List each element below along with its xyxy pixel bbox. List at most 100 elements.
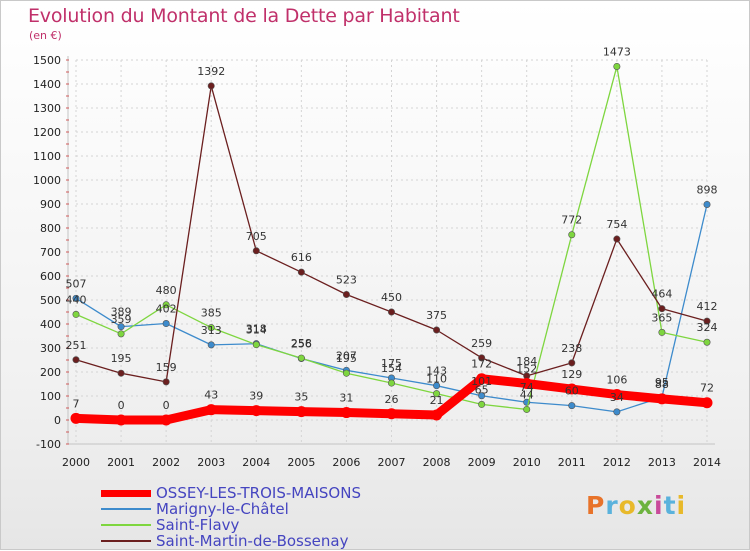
y-tick-label: 0 xyxy=(54,414,61,427)
y-tick-label: 1000 xyxy=(33,174,61,187)
y-tick-label: -100 xyxy=(36,438,61,451)
x-tick-label: 2001 xyxy=(107,456,135,469)
data-label: 259 xyxy=(471,337,492,350)
data-label: 0 xyxy=(163,399,170,412)
data-point-ossey-les-trois-maisons xyxy=(431,409,443,421)
data-label: 7 xyxy=(73,397,80,410)
legend-swatch xyxy=(101,540,151,542)
data-point-saint-flavy xyxy=(387,379,395,387)
data-point-saint-martin-de-bossenay xyxy=(703,317,711,325)
chart-title: Evolution du Montant de la Dette par Hab… xyxy=(28,5,460,27)
y-tick-label: 400 xyxy=(40,318,61,331)
data-label: 184 xyxy=(516,355,537,368)
data-label: 324 xyxy=(697,321,718,334)
legend-label: Saint-Martin-de-Bossenay xyxy=(156,532,349,550)
data-label: 95 xyxy=(655,376,669,389)
data-label: 450 xyxy=(381,291,402,304)
data-point-marigny-le-chatel xyxy=(703,200,711,208)
data-label: 35 xyxy=(294,391,308,404)
data-label: 65 xyxy=(475,383,489,396)
y-tick-label: 1500 xyxy=(33,54,61,67)
x-tick-label: 2004 xyxy=(242,456,270,469)
data-point-ossey-les-trois-maisons xyxy=(566,383,578,395)
data-label: 898 xyxy=(697,183,718,196)
data-point-saint-flavy xyxy=(568,231,576,239)
data-point-marigny-le-chatel xyxy=(568,402,576,410)
data-label: 365 xyxy=(651,311,672,324)
data-label: 152 xyxy=(516,363,537,376)
data-label: 106 xyxy=(606,374,627,387)
data-label: 172 xyxy=(471,358,492,371)
data-label: 60 xyxy=(565,385,579,398)
data-label: 375 xyxy=(426,309,447,322)
logo-letter: i xyxy=(654,491,664,520)
data-point-saint-martin-de-bossenay xyxy=(297,268,305,276)
x-tick-label: 2009 xyxy=(468,456,496,469)
data-point-ossey-les-trois-maisons xyxy=(250,405,262,417)
data-point-marigny-le-chatel xyxy=(162,320,170,328)
data-point-saint-martin-de-bossenay xyxy=(207,82,215,90)
data-label: 74 xyxy=(520,381,534,394)
y-tick-label: 1400 xyxy=(33,78,61,91)
data-point-saint-martin-de-bossenay xyxy=(613,235,621,243)
data-label: 412 xyxy=(697,300,718,313)
legend-swatch xyxy=(101,524,151,526)
x-tick-label: 2000 xyxy=(62,456,90,469)
data-label: 616 xyxy=(291,251,312,264)
data-point-marigny-le-chatel xyxy=(433,382,441,390)
data-point-saint-martin-de-bossenay xyxy=(342,290,350,298)
data-label: 389 xyxy=(111,306,132,319)
data-point-saint-flavy xyxy=(162,301,170,309)
data-label: 44 xyxy=(520,388,534,401)
x-tick-label: 2014 xyxy=(693,456,721,469)
data-label: 43 xyxy=(204,389,218,402)
data-point-saint-flavy xyxy=(523,405,531,413)
data-label: 34 xyxy=(610,391,624,404)
data-label: 256 xyxy=(291,338,312,351)
data-point-saint-martin-de-bossenay xyxy=(117,369,125,377)
data-point-ossey-les-trois-maisons xyxy=(70,412,82,424)
data-point-saint-flavy xyxy=(72,310,80,318)
data-label: 207 xyxy=(336,349,357,362)
data-label: 1392 xyxy=(197,65,225,78)
y-tick-label: 600 xyxy=(40,270,61,283)
data-label: 402 xyxy=(156,303,177,316)
y-unit-label: (en €) xyxy=(29,29,62,42)
y-tick-label: 800 xyxy=(40,222,61,235)
y-tick-label: 100 xyxy=(40,390,61,403)
data-point-saint-martin-de-bossenay xyxy=(252,247,260,255)
data-point-saint-flavy xyxy=(658,328,666,336)
x-tick-label: 2005 xyxy=(287,456,315,469)
data-point-saint-flavy xyxy=(613,62,621,70)
x-tick-label: 2003 xyxy=(197,456,225,469)
y-tick-label: 1200 xyxy=(33,126,61,139)
data-point-ossey-les-trois-maisons xyxy=(476,373,488,385)
data-point-ossey-les-trois-maisons xyxy=(611,389,623,401)
x-tick-label: 2006 xyxy=(332,456,360,469)
data-point-marigny-le-chatel xyxy=(478,392,486,400)
data-label: 385 xyxy=(201,307,222,320)
data-point-saint-flavy xyxy=(252,341,260,349)
data-label: 705 xyxy=(246,230,267,243)
logo-letter: P xyxy=(586,491,606,520)
data-label: 195 xyxy=(336,352,357,365)
legend-label: OSSEY-LES-TROIS-MAISONS xyxy=(156,484,361,502)
x-tick-label: 2008 xyxy=(423,456,451,469)
data-point-marigny-le-chatel xyxy=(117,323,125,331)
data-label: 480 xyxy=(156,284,177,297)
data-point-ossey-les-trois-maisons xyxy=(160,414,172,426)
data-label: 159 xyxy=(156,361,177,374)
data-label: 26 xyxy=(385,393,399,406)
data-label: 754 xyxy=(606,218,627,231)
logo-letter: x xyxy=(636,491,654,520)
y-tick-label: 300 xyxy=(40,342,61,355)
x-tick-label: 2010 xyxy=(513,456,541,469)
legend-label: Saint-Flavy xyxy=(156,516,240,534)
data-label: 175 xyxy=(381,357,402,370)
data-label: 0 xyxy=(118,399,125,412)
data-point-saint-flavy xyxy=(297,354,305,362)
data-label: 129 xyxy=(561,368,582,381)
y-tick-label: 500 xyxy=(40,294,61,307)
data-label: 359 xyxy=(111,313,132,326)
